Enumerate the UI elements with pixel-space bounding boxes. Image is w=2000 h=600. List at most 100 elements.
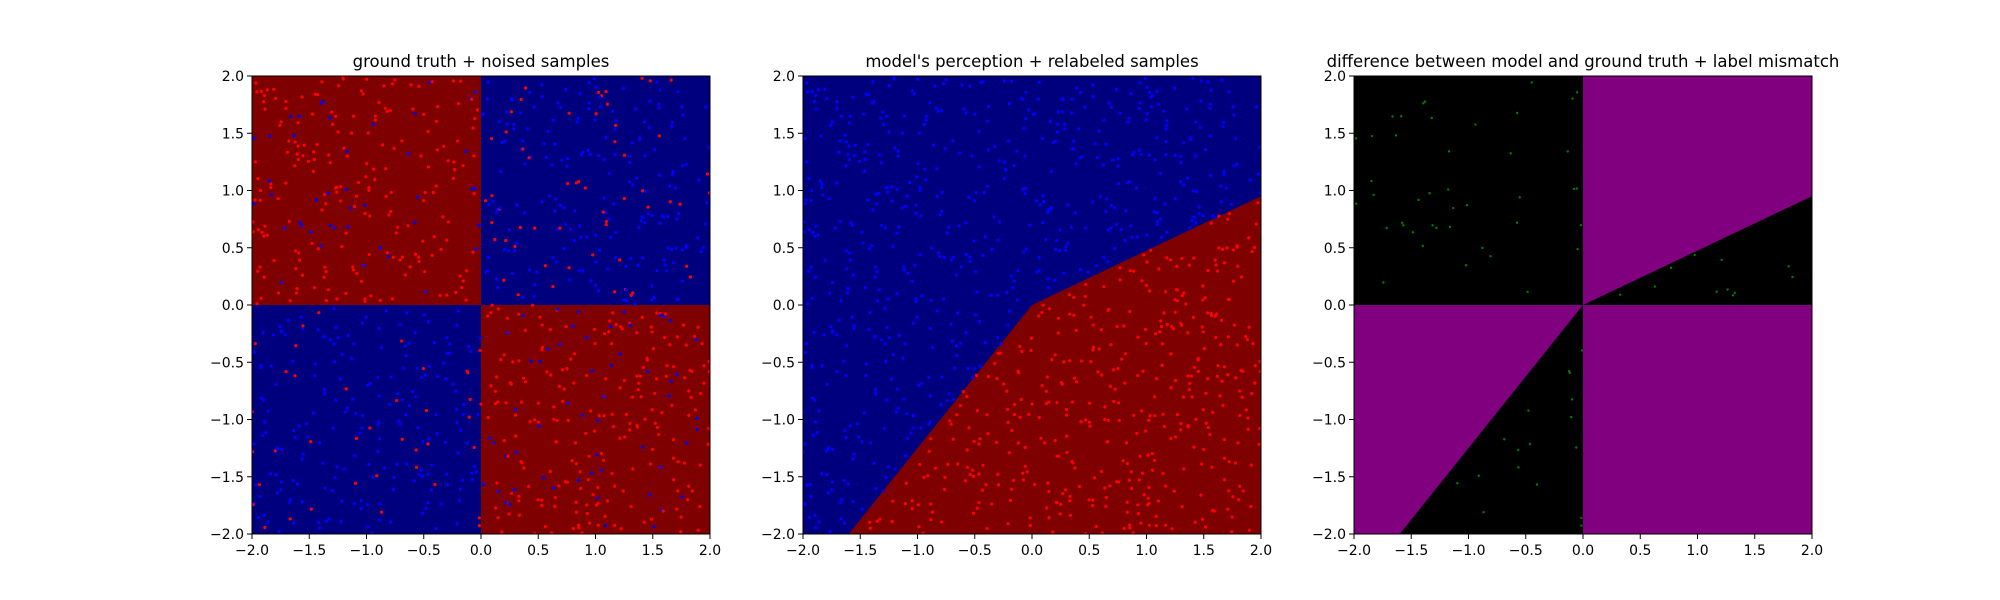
sample-point <box>1162 311 1166 315</box>
sample-point <box>1201 330 1205 334</box>
sample-point <box>1165 119 1169 123</box>
sample-point <box>363 211 367 216</box>
sample-point <box>1198 126 1202 130</box>
sample-point <box>295 287 299 291</box>
sample-point <box>698 463 702 467</box>
sample-point <box>868 441 873 445</box>
sample-point <box>927 375 931 380</box>
sample-point <box>352 454 357 458</box>
sample-point <box>1059 502 1063 507</box>
sample-point <box>400 139 404 143</box>
panel-title: difference between model and ground trut… <box>1327 52 1840 71</box>
sample-point <box>1116 164 1120 168</box>
sample-point <box>279 447 284 452</box>
x-tick-label: 2.0 <box>699 543 721 559</box>
sample-point <box>413 331 417 335</box>
sample-point <box>377 100 381 105</box>
sample-point <box>455 323 459 327</box>
sample-point <box>618 258 622 262</box>
sample-point <box>472 154 476 158</box>
sample-point <box>612 202 616 206</box>
sample-point <box>1179 428 1183 432</box>
sample-point <box>1011 478 1016 482</box>
sample-point <box>1054 139 1058 143</box>
sample-point <box>1125 500 1129 504</box>
sample-point <box>997 220 1002 224</box>
sample-point <box>553 495 557 500</box>
sample-point <box>288 517 292 521</box>
sample-point <box>1199 493 1203 497</box>
sample-point <box>870 101 874 105</box>
sample-point <box>292 133 296 137</box>
mismatch-point <box>1481 246 1484 250</box>
sample-point <box>806 90 810 94</box>
sample-point <box>610 471 614 476</box>
sample-point <box>430 80 434 84</box>
sample-point <box>274 382 278 386</box>
sample-point <box>274 96 278 100</box>
sample-point <box>556 307 560 311</box>
sample-point <box>253 160 258 164</box>
sample-point <box>1072 376 1077 380</box>
sample-point <box>895 187 899 192</box>
sample-point <box>332 226 336 230</box>
sample-point <box>813 398 817 402</box>
sample-point <box>1147 418 1151 423</box>
sample-point <box>468 397 472 402</box>
sample-point <box>629 293 633 297</box>
sample-point <box>1187 263 1191 267</box>
sample-point <box>459 428 463 433</box>
sample-point <box>956 462 960 466</box>
sample-point <box>1206 425 1211 430</box>
sample-point <box>990 247 994 252</box>
sample-point <box>1153 332 1158 336</box>
sample-point <box>1104 495 1108 500</box>
sample-point <box>1084 418 1088 422</box>
sample-point <box>373 118 377 122</box>
sample-point <box>354 436 359 441</box>
sample-point <box>1258 359 1261 364</box>
sample-point <box>927 449 931 453</box>
sample-point <box>574 510 578 514</box>
sample-point <box>593 429 597 433</box>
sample-point <box>862 169 866 174</box>
sample-point <box>655 80 659 84</box>
sample-point <box>548 469 552 474</box>
sample-point <box>921 531 925 534</box>
sample-point <box>903 502 907 506</box>
mismatch-point <box>1447 150 1451 153</box>
sample-point <box>890 520 894 524</box>
sample-point <box>631 141 635 145</box>
sample-point <box>929 246 934 250</box>
sample-point <box>1040 310 1044 315</box>
sample-point <box>628 180 632 184</box>
sample-point <box>675 217 679 221</box>
sample-point <box>1240 395 1244 399</box>
sample-point <box>1180 505 1184 509</box>
sample-point <box>996 483 1001 487</box>
sample-point <box>472 192 476 196</box>
region-below-boundary <box>848 196 1261 534</box>
sample-point <box>435 148 440 152</box>
sample-point <box>657 134 661 138</box>
sample-point <box>1043 441 1047 445</box>
mismatch-point <box>1435 226 1438 230</box>
sample-point <box>910 507 914 511</box>
sample-point <box>852 324 856 328</box>
sample-point <box>517 312 521 316</box>
sample-point <box>1034 199 1039 203</box>
sample-point <box>643 154 647 158</box>
sample-point <box>351 397 355 401</box>
mismatch-point <box>1575 187 1579 190</box>
sample-point <box>835 369 839 374</box>
sample-point <box>847 121 851 125</box>
sample-point <box>589 471 594 475</box>
sample-point <box>1164 123 1169 127</box>
sample-point <box>338 377 343 381</box>
sample-point <box>646 212 650 216</box>
sample-point <box>1142 493 1146 497</box>
sample-point <box>508 502 512 507</box>
sample-point <box>446 159 450 163</box>
sample-point <box>986 374 991 379</box>
sample-point <box>1158 330 1162 334</box>
